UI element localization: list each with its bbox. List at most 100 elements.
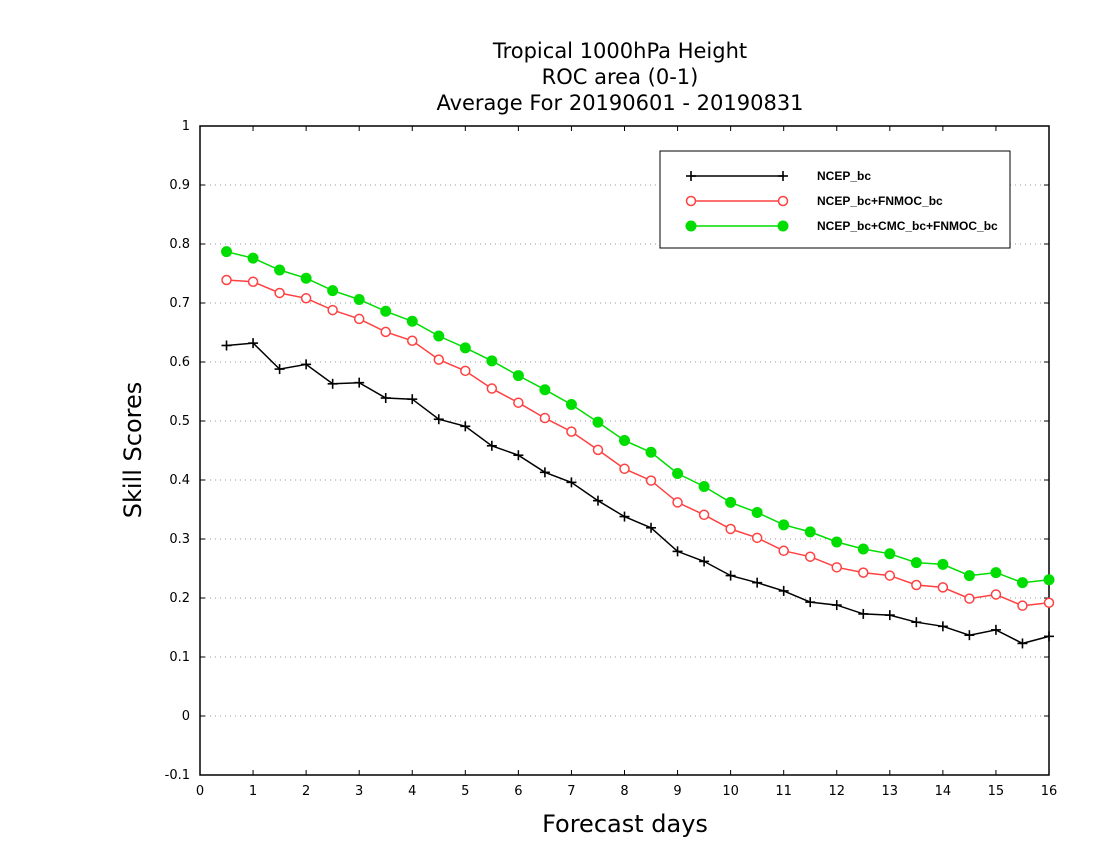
data-point [619,434,630,446]
data-point [805,597,816,608]
y-tick-label: 0.4 [169,473,190,488]
legend-marker [686,171,696,181]
data-point [725,523,736,535]
data-point [353,313,365,325]
data-point [804,526,816,538]
chart-title-line-1: Tropical 1000hPa Height [492,39,747,63]
data-point [672,546,683,557]
data-point [221,340,232,351]
chart-title-line-2: ROC area (0-1) [542,65,699,89]
y-axis-label: Skill Scores [119,382,147,519]
data-point [831,536,843,548]
y-tick-label: 0.3 [169,532,190,547]
data-point [964,630,975,641]
legend-marker [777,220,789,232]
data-point [619,463,630,475]
data-point [1044,631,1054,642]
data-point [433,354,445,365]
data-point [1043,574,1055,586]
data-point [699,556,710,567]
chart-title-line-3: Average For 20190601 - 20190831 [436,91,803,115]
data-point [645,475,657,486]
series-line [226,250,1050,584]
data-point [247,276,259,288]
ticks: -0.100.10.20.30.40.50.60.70.80.910 1 2 3 4 5 6… [165,119,1058,799]
legend-label: NCEP_bc+FNMOC_bc [817,194,943,208]
data-point [433,330,445,342]
x-tick-label: 5 [461,784,469,799]
data-point [884,570,896,581]
y-tick-label: 0.5 [169,414,190,429]
series-line [226,279,1050,607]
data-point [407,335,418,347]
series-1 [221,274,1055,611]
data-point [486,440,497,451]
data-point [539,384,551,396]
data-point [300,272,312,284]
x-tick-label: 10 [722,784,739,799]
data-point [407,394,418,405]
data-point [884,610,895,621]
data-point [857,543,869,555]
data-point [884,548,896,560]
data-point [911,617,922,628]
x-tick-label: 7 [567,784,575,799]
data-point [937,621,948,632]
data-point [778,545,789,557]
y-tick-label: 0.6 [169,355,190,370]
x-tick-label: 12 [828,784,845,799]
x-axis-label: Forecast days [542,810,708,838]
data-point [248,338,259,349]
data-point [406,315,418,327]
legend-marker [778,171,788,181]
data-point [592,495,603,506]
data-point [963,570,975,582]
legend-marker [685,220,697,232]
data-point [301,359,312,370]
series-line [226,342,1050,645]
legend-label: NCEP_bc [817,169,871,183]
legend-box [659,150,1011,249]
data-point [911,579,922,591]
data-point [539,467,550,478]
series-2 [221,246,1055,589]
data-point [990,567,1002,579]
data-point [804,551,816,562]
data-point [751,532,763,544]
data-point [327,304,338,316]
x-tick-label: 15 [988,784,1005,799]
y-tick-label: 0.8 [169,237,190,252]
data-point [513,397,524,408]
y-tick-label: 0.9 [169,178,190,193]
data-point [619,511,630,522]
data-point [380,305,392,317]
data-point [247,252,259,264]
y-tick-label: 0.2 [169,591,190,606]
x-tick-label: 1 [249,784,257,799]
x-tick-label: 2 [302,784,310,799]
x-tick-label: 3 [355,784,363,799]
data-point [858,567,869,578]
data-point [566,426,577,437]
data-point [752,577,763,588]
data-point [1017,638,1028,649]
legend-marker [777,195,789,207]
data-point [539,412,551,424]
legend-label: NCEP_bc+CMC_bc+FNMOC_bc [817,219,998,233]
data-point [300,293,312,304]
data-point [937,558,949,570]
x-tick-label: 14 [935,784,952,799]
data-point [274,264,286,276]
data-point [964,593,975,604]
data-point [460,365,471,377]
legend-entry: NCEP_bc [686,169,871,183]
data-point [354,377,365,388]
data-point [672,497,683,508]
data-point [460,421,471,432]
data-point [645,446,657,458]
x-tick-label: 8 [620,784,628,799]
data-point [831,600,842,611]
data-point [565,398,577,410]
grid-lines [200,184,1049,717]
